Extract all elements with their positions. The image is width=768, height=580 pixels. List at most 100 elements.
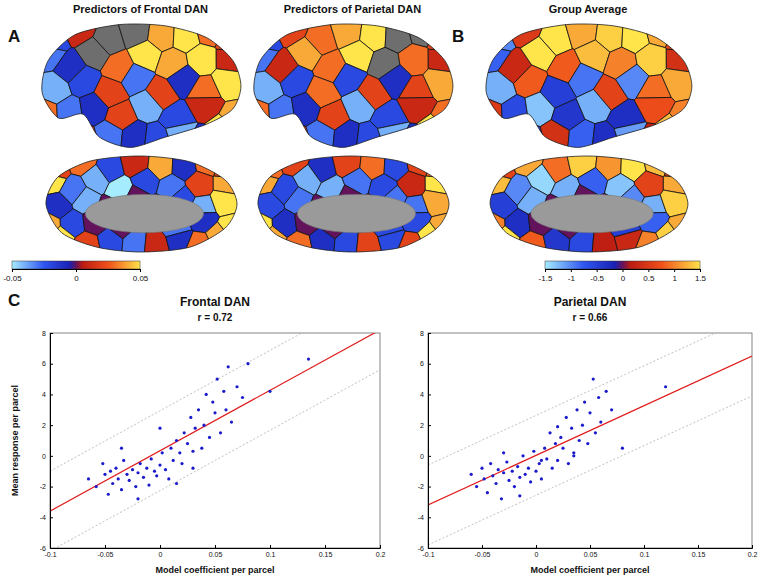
x-tick: 0.1 bbox=[266, 545, 276, 558]
y-tick-mark bbox=[428, 394, 431, 395]
point bbox=[521, 454, 524, 457]
parcel bbox=[634, 97, 675, 123]
point bbox=[158, 427, 161, 430]
parcel bbox=[248, 118, 286, 152]
x-tick-label: 0.1 bbox=[640, 551, 650, 558]
lateral-view bbox=[36, 20, 245, 152]
point bbox=[532, 450, 535, 453]
point bbox=[180, 462, 183, 465]
point bbox=[155, 474, 158, 477]
medial-view bbox=[252, 154, 453, 254]
point bbox=[583, 401, 586, 404]
parcel bbox=[484, 208, 505, 245]
point bbox=[556, 459, 559, 462]
point bbox=[125, 473, 128, 476]
x-tick-label: 0 bbox=[159, 551, 163, 558]
point bbox=[216, 377, 219, 380]
point bbox=[599, 420, 602, 423]
point bbox=[120, 488, 123, 491]
x-tick-label: -0.05 bbox=[98, 551, 114, 558]
y-tick: -2 bbox=[418, 483, 431, 490]
parcel bbox=[309, 228, 335, 254]
parcels bbox=[40, 154, 241, 254]
x-tick: -0.05 bbox=[98, 545, 114, 558]
y-tick-mark bbox=[50, 517, 53, 518]
point bbox=[489, 462, 492, 465]
colorbar-tick-label: 1 bbox=[672, 274, 677, 283]
colorbar-tick-label: 1.5 bbox=[695, 274, 707, 283]
y-tick-mark bbox=[50, 364, 53, 365]
x-tick-label: -0.1 bbox=[422, 551, 434, 558]
point bbox=[570, 427, 573, 430]
parcel bbox=[431, 98, 457, 140]
colorbar-tick: 1 bbox=[672, 269, 677, 283]
colorbar-tick: 1.5 bbox=[695, 269, 707, 283]
y-tick-label: 0 bbox=[420, 453, 424, 460]
point bbox=[120, 447, 123, 450]
x-tick: 0.05 bbox=[209, 545, 223, 558]
y-tick-label: -2 bbox=[40, 483, 46, 490]
point bbox=[208, 436, 211, 439]
point bbox=[101, 462, 104, 465]
y-tick: -2 bbox=[40, 483, 53, 490]
point bbox=[103, 473, 106, 476]
point bbox=[191, 450, 194, 453]
plot-subtitle: r = 0.72 bbox=[198, 312, 233, 323]
plot-subtitle: r = 0.66 bbox=[573, 312, 608, 323]
point bbox=[538, 462, 541, 465]
colorbar-tick: -0.5 bbox=[590, 269, 604, 283]
y-tick-label: 6 bbox=[420, 360, 424, 367]
parcel bbox=[397, 97, 438, 123]
point bbox=[664, 385, 667, 388]
medial-view bbox=[484, 154, 692, 254]
prediction-band bbox=[50, 370, 380, 548]
point bbox=[246, 362, 249, 365]
point bbox=[158, 463, 161, 466]
plot-frame bbox=[50, 333, 380, 548]
panel-letter: C bbox=[8, 291, 20, 310]
y-tick-label: -2 bbox=[418, 483, 424, 490]
y-tick: 2 bbox=[420, 422, 431, 429]
plot-frame bbox=[428, 333, 752, 548]
point bbox=[605, 390, 608, 393]
parcel bbox=[248, 20, 283, 51]
point bbox=[134, 485, 137, 488]
point bbox=[107, 493, 110, 496]
point bbox=[268, 390, 271, 393]
point bbox=[109, 470, 112, 473]
point bbox=[545, 457, 548, 460]
y-tick: 4 bbox=[42, 391, 53, 398]
point bbox=[213, 411, 216, 414]
point bbox=[224, 408, 227, 411]
point bbox=[516, 465, 519, 468]
point bbox=[131, 468, 134, 471]
x-tick: 0.2 bbox=[376, 545, 386, 558]
colorbar-tick: 0 bbox=[621, 269, 626, 283]
parcel bbox=[215, 20, 245, 51]
parcel bbox=[406, 20, 440, 47]
y-tick-mark bbox=[428, 364, 431, 365]
point bbox=[561, 447, 564, 450]
colorbar-tick-label: -1 bbox=[568, 274, 576, 283]
y-tick: 8 bbox=[42, 330, 53, 337]
y-tick-label: 8 bbox=[42, 330, 46, 337]
y-tick-label: 0 bbox=[42, 453, 46, 460]
point bbox=[222, 390, 225, 393]
medial-wall bbox=[297, 194, 415, 232]
parcel bbox=[576, 89, 611, 123]
point bbox=[241, 396, 244, 399]
x-tick-mark bbox=[380, 545, 381, 548]
parcel bbox=[614, 122, 647, 152]
parcel bbox=[665, 20, 696, 51]
parcel bbox=[211, 69, 245, 102]
point bbox=[497, 468, 500, 471]
parcel bbox=[664, 154, 692, 178]
y-tick: -6 bbox=[40, 545, 53, 552]
map-title: Predictors of Frontal DAN bbox=[73, 3, 208, 15]
parcels bbox=[480, 20, 696, 152]
colorbar-tick: -1.5 bbox=[539, 269, 553, 283]
prediction-band bbox=[428, 333, 752, 465]
parcels bbox=[252, 154, 453, 254]
parcel bbox=[205, 114, 245, 152]
colorbar-tick-mark bbox=[648, 269, 649, 272]
